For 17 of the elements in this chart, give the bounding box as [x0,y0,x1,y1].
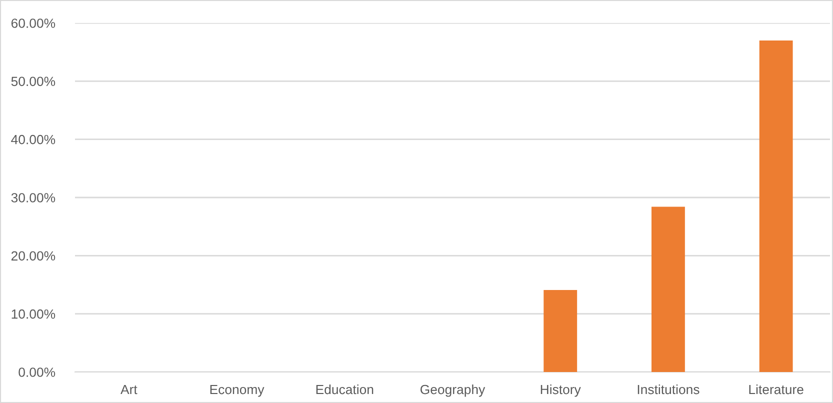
x-tick-label: History [540,384,581,397]
y-tick-label: 60.00% [11,18,56,28]
y-tick-label: 20.00% [11,251,56,261]
bar [651,206,685,372]
bar [544,290,578,372]
y-tick-label: 10.00% [12,309,56,319]
x-tick-label: Literature [749,384,804,394]
x-tick-label: Geography [420,384,486,397]
y-tick-label: 40.00% [11,134,56,144]
x-tick-label: Institutions [638,384,700,394]
y-tick-label: 0.00% [18,368,56,377]
x-tick-label: Education [316,384,374,394]
y-tick-label: 30.00% [11,193,56,202]
x-tick-label: Economy [210,384,264,397]
y-tick-label: 50.00% [11,76,56,86]
x-tick-label: Art [120,384,138,394]
bar [759,40,793,372]
